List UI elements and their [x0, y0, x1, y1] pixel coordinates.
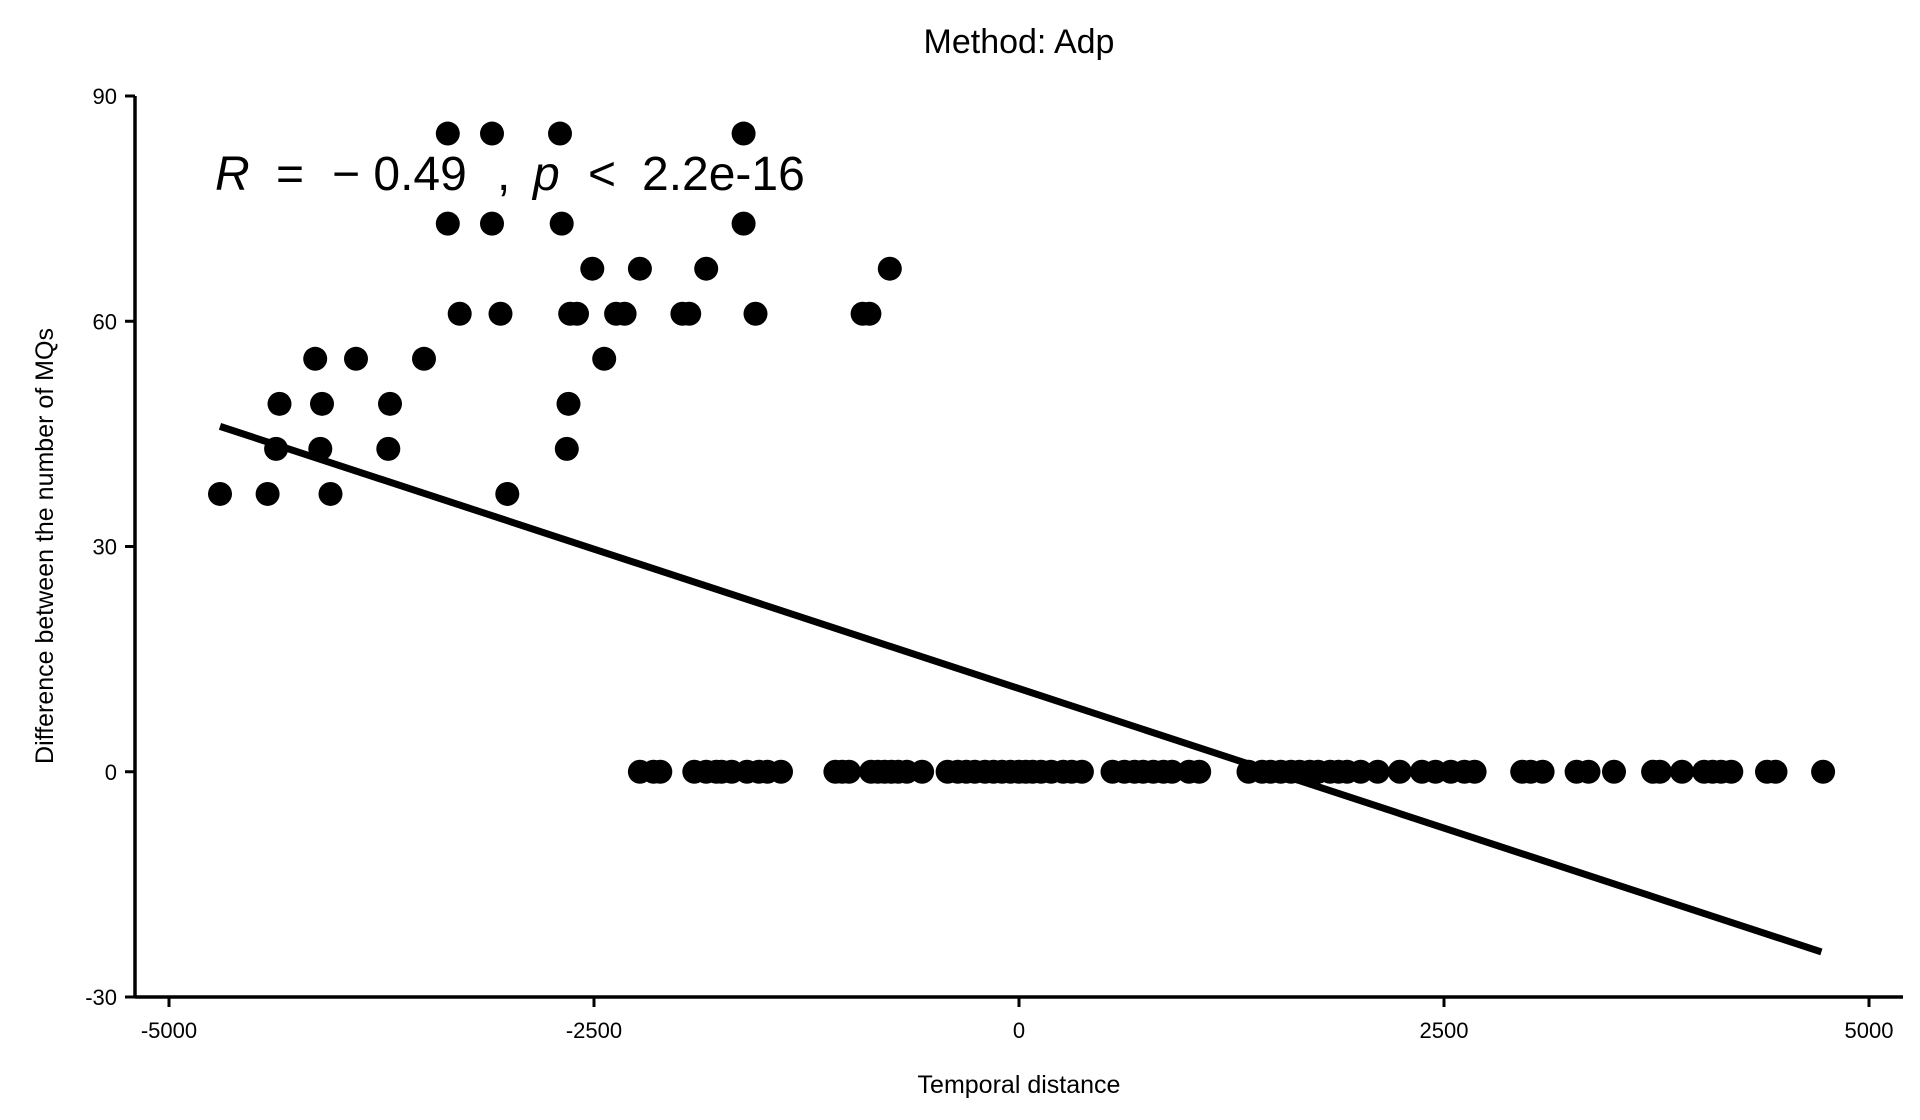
r-value: − 0.49 — [332, 148, 467, 201]
scatter-point — [1069, 759, 1094, 784]
scatter-point — [1647, 759, 1672, 784]
scatter-point — [488, 301, 513, 326]
x-tick-label: -5000 — [141, 1018, 197, 1043]
scatter-point — [592, 346, 617, 371]
scatter-point — [743, 301, 768, 326]
y-tick-label: 30 — [93, 535, 117, 560]
regression-line-group — [218, 423, 1823, 956]
equals-sign: = — [276, 148, 304, 201]
scatter-point — [694, 256, 719, 281]
p-value: 2.2e-16 — [642, 148, 805, 201]
scatter-point — [267, 391, 292, 416]
scatter-point — [308, 436, 333, 461]
scatter-point — [1763, 759, 1788, 784]
scatter-point — [677, 301, 702, 326]
scatter-point — [344, 346, 368, 371]
scatter-point — [554, 436, 579, 461]
scatter-point — [857, 301, 882, 326]
scatter-point — [1160, 759, 1184, 784]
x-axis-title: Temporal distance — [918, 1071, 1121, 1099]
x-tick-label: 2500 — [1420, 1018, 1469, 1043]
y-tick-label: 90 — [93, 84, 117, 109]
scatter-point — [447, 301, 472, 326]
regression-line — [218, 423, 1823, 956]
scatter-point — [565, 301, 589, 326]
scatter-point — [303, 346, 328, 371]
data-points — [208, 121, 1836, 784]
scatter-point — [837, 759, 861, 784]
scatter-point — [1670, 759, 1694, 784]
scatter-point — [435, 121, 460, 146]
scatter-point — [648, 759, 673, 784]
scatter-point — [1811, 759, 1836, 784]
p-label: p — [531, 148, 560, 201]
scatter-point — [412, 346, 436, 371]
x-tick-label: -2500 — [566, 1018, 622, 1043]
scatter-point — [378, 391, 402, 416]
comma: , — [497, 148, 510, 201]
scatter-point — [480, 121, 504, 146]
chart-title: Method: Adp — [924, 23, 1115, 61]
scatter-point — [731, 121, 756, 146]
scatter-point — [435, 211, 460, 236]
x-tick-label: 0 — [1013, 1018, 1025, 1043]
scatter-point — [549, 211, 574, 236]
scatter-point — [1462, 759, 1487, 784]
scatter-point — [1719, 759, 1744, 784]
scatter-point — [208, 481, 232, 506]
scatter-point — [1602, 759, 1626, 784]
scatter-point — [318, 481, 343, 506]
less-than-sign: < — [588, 148, 616, 201]
scatter-point — [731, 211, 756, 236]
scatter-point — [1576, 759, 1601, 784]
x-tick-label: 5000 — [1845, 1018, 1894, 1043]
scatter-point — [1187, 759, 1212, 784]
scatter-point — [376, 436, 401, 461]
y-tick-label: 0 — [105, 760, 117, 785]
scatter-point — [495, 481, 520, 506]
scatter-point — [556, 391, 581, 416]
scatter-point — [310, 391, 334, 416]
scatter-point — [255, 481, 280, 506]
scatter-point — [1365, 759, 1390, 784]
y-axis-title: Difference between the number of MQs — [31, 328, 59, 764]
scatter-point — [1348, 759, 1373, 784]
y-tick-label: 60 — [93, 309, 117, 334]
y-tick-label: -30 — [85, 985, 117, 1010]
scatter-point — [480, 211, 504, 236]
scatter-point — [264, 436, 289, 461]
scatter-point — [548, 121, 572, 146]
scatter-point — [877, 256, 902, 281]
scatter-point — [769, 759, 793, 784]
axes: -30 0 30 60 90 -5000 -2500 0 2500 5000 — [85, 84, 1903, 1043]
scatter-point — [1387, 759, 1412, 784]
scatter-point — [580, 256, 605, 281]
scatter-point — [612, 301, 637, 326]
correlation-annotation: R = − 0.49 , p < 2.2e-16 — [215, 148, 805, 201]
r-label: R — [215, 148, 250, 201]
scatter-point — [910, 759, 935, 784]
scatter-point — [1530, 759, 1555, 784]
scatter-point — [627, 256, 652, 281]
